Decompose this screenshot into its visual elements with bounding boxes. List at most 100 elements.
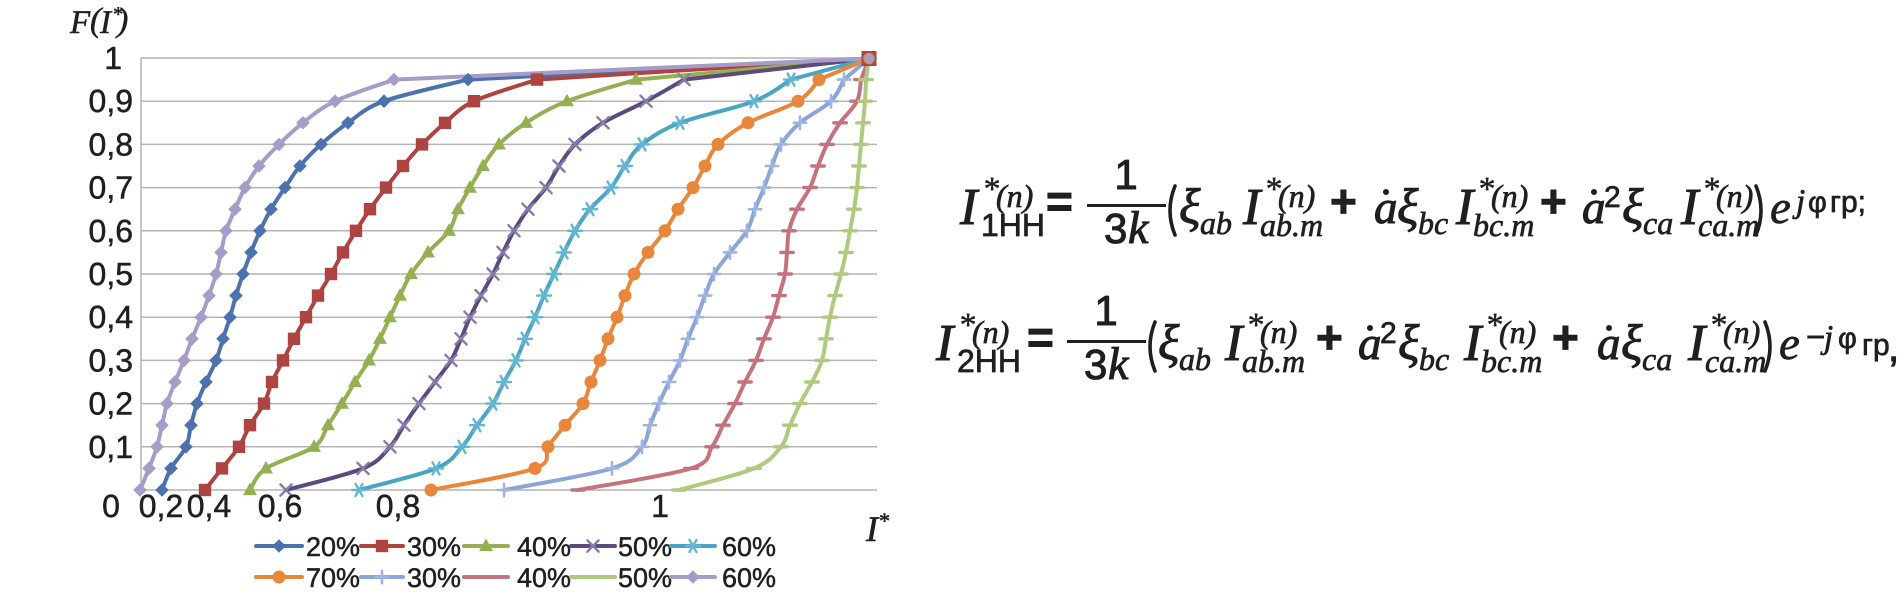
svg-text:гр: гр xyxy=(1862,329,1890,362)
svg-text:e: e xyxy=(1779,318,1800,370)
svg-text:0,8: 0,8 xyxy=(376,488,420,524)
svg-text:bc: bc xyxy=(1418,205,1448,241)
svg-text:a: a xyxy=(1374,182,1398,234)
svg-text:=: = xyxy=(1027,311,1054,363)
svg-text:0,4: 0,4 xyxy=(89,299,133,335)
svg-text:j: j xyxy=(1792,184,1805,220)
svg-text:0,4: 0,4 xyxy=(187,488,231,524)
svg-text:3: 3 xyxy=(1084,341,1107,388)
svg-text:1: 1 xyxy=(1114,151,1137,198)
svg-text:0,6: 0,6 xyxy=(258,488,302,524)
svg-text:*: * xyxy=(958,307,975,344)
svg-text:50%: 50% xyxy=(618,532,672,562)
svg-text:ab.m: ab.m xyxy=(1242,343,1305,379)
svg-text:(n): (n) xyxy=(1491,178,1528,214)
svg-text:ca.m: ca.m xyxy=(1705,343,1766,379)
svg-text:k: k xyxy=(1128,202,1150,253)
svg-text:+: + xyxy=(1316,311,1343,363)
svg-text:*: * xyxy=(1477,171,1494,208)
svg-text:bc.m: bc.m xyxy=(1481,343,1542,379)
svg-text:I: I xyxy=(1463,315,1484,372)
svg-text:0,9: 0,9 xyxy=(89,83,133,119)
svg-text:I: I xyxy=(1224,315,1245,372)
svg-text:ξ: ξ xyxy=(1158,314,1180,370)
svg-text:60%: 60% xyxy=(722,563,776,593)
svg-text:2: 2 xyxy=(1604,181,1621,214)
svg-text:1: 1 xyxy=(651,488,669,524)
svg-text:ξ: ξ xyxy=(1621,314,1643,370)
svg-text:ξ: ξ xyxy=(1397,178,1419,234)
svg-text:3: 3 xyxy=(1104,205,1127,252)
svg-text:I: I xyxy=(1687,315,1708,372)
svg-text:40%: 40% xyxy=(517,563,571,593)
svg-text:ab: ab xyxy=(1200,205,1232,241)
svg-text:bc: bc xyxy=(1419,341,1449,377)
svg-text:30%: 30% xyxy=(407,563,461,593)
svg-text:*: * xyxy=(982,171,999,208)
svg-text:φ: φ xyxy=(1808,187,1827,219)
svg-text:1: 1 xyxy=(104,40,122,76)
svg-text:*: * xyxy=(1702,171,1719,208)
svg-text:0,3: 0,3 xyxy=(89,342,133,378)
svg-text:40%: 40% xyxy=(517,532,571,562)
svg-text:20%: 20% xyxy=(306,532,360,562)
svg-text:70%: 70% xyxy=(306,563,360,593)
svg-text:1: 1 xyxy=(1094,287,1117,334)
svg-text:I*: I* xyxy=(865,508,889,549)
svg-text:(n): (n) xyxy=(1499,314,1536,350)
svg-text:k: k xyxy=(1108,338,1130,389)
svg-text:ξ: ξ xyxy=(1622,178,1644,234)
svg-text:0,2: 0,2 xyxy=(139,488,183,524)
svg-text:гр;: гр; xyxy=(1830,186,1866,219)
svg-text:I: I xyxy=(1242,179,1263,236)
svg-text:I: I xyxy=(1455,179,1476,236)
svg-text:1НН: 1НН xyxy=(981,207,1045,243)
svg-text:ca: ca xyxy=(1643,205,1673,241)
svg-text:0,7: 0,7 xyxy=(89,170,133,206)
svg-text:ξ: ξ xyxy=(1398,314,1420,370)
svg-text:I: I xyxy=(935,315,956,372)
svg-text:): ) xyxy=(115,2,128,39)
svg-text:50%: 50% xyxy=(618,563,672,593)
svg-text:*: * xyxy=(1264,171,1281,208)
svg-text:j: j xyxy=(1820,320,1833,356)
svg-text:0,2: 0,2 xyxy=(89,386,133,422)
svg-text:ξ: ξ xyxy=(1179,178,1201,234)
svg-text:I: I xyxy=(1680,179,1701,236)
svg-text:0,1: 0,1 xyxy=(89,429,133,465)
svg-text:ca: ca xyxy=(1642,341,1672,377)
svg-text:60%: 60% xyxy=(722,532,776,562)
svg-text:0,6: 0,6 xyxy=(89,213,133,249)
svg-text:(: ( xyxy=(90,2,104,39)
svg-text:2: 2 xyxy=(1380,317,1397,350)
svg-text:*: * xyxy=(1709,307,1726,344)
svg-text:(n): (n) xyxy=(1278,178,1315,214)
svg-text:−: − xyxy=(1806,318,1825,355)
svg-text:(n): (n) xyxy=(1723,314,1760,350)
svg-text:0,5: 0,5 xyxy=(89,256,133,292)
svg-text:F: F xyxy=(69,5,91,41)
svg-text:ab: ab xyxy=(1179,341,1211,377)
svg-text:*: * xyxy=(1246,307,1263,344)
svg-text:ab.m: ab.m xyxy=(1260,207,1323,243)
svg-text:*: * xyxy=(112,2,123,26)
svg-text:(n): (n) xyxy=(996,178,1033,214)
svg-text:φ: φ xyxy=(1838,323,1857,355)
svg-text:bc.m: bc.m xyxy=(1473,207,1534,243)
svg-text:I: I xyxy=(99,5,113,41)
svg-text:2НН: 2НН xyxy=(957,343,1021,379)
svg-text:0: 0 xyxy=(102,488,120,524)
svg-text:(n): (n) xyxy=(1260,314,1297,350)
svg-text:+: + xyxy=(1540,175,1567,227)
svg-text:(n): (n) xyxy=(1716,178,1753,214)
svg-text:I: I xyxy=(959,179,980,236)
svg-text:,: , xyxy=(1888,326,1899,370)
svg-text:+: + xyxy=(1552,311,1579,363)
svg-text:0,8: 0,8 xyxy=(89,126,133,162)
svg-text:*: * xyxy=(1485,307,1502,344)
svg-text:=: = xyxy=(1046,175,1073,227)
svg-text:ca.m: ca.m xyxy=(1698,207,1759,243)
svg-text:(n): (n) xyxy=(972,314,1009,350)
svg-text:e: e xyxy=(1770,182,1791,234)
svg-text:30%: 30% xyxy=(407,532,461,562)
